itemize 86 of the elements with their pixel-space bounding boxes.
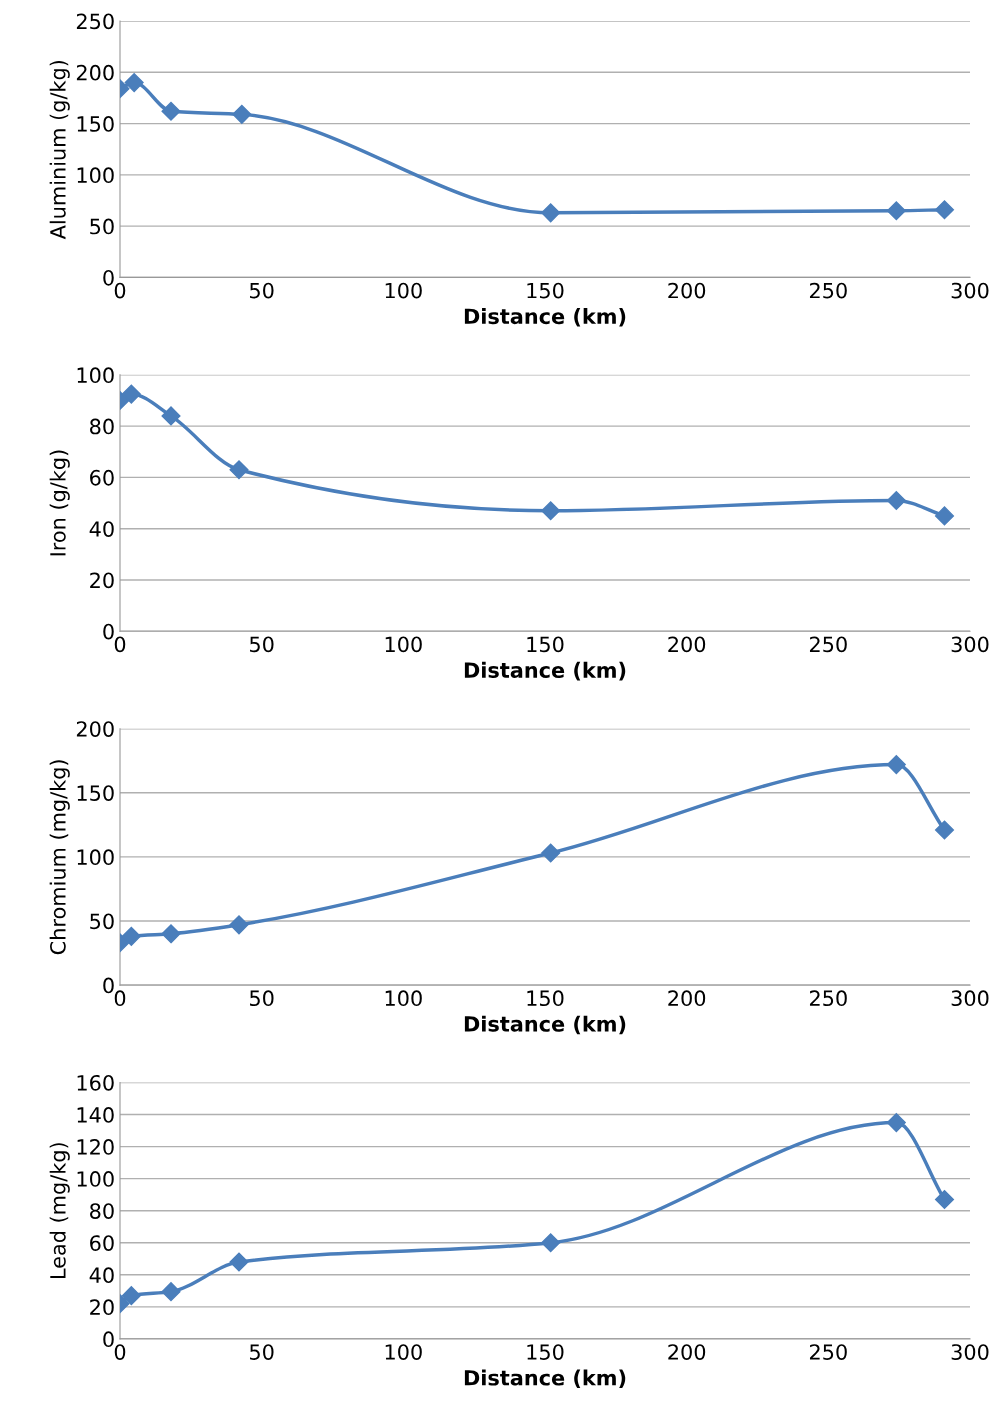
point xyxy=(121,1286,141,1306)
x-tick-label: 100 xyxy=(385,1344,422,1360)
y-tick-label: 80 xyxy=(90,1203,114,1219)
x-tick-label: 0 xyxy=(114,282,126,299)
y-tick-label: 150 xyxy=(77,785,114,801)
x-tick-label: 150 xyxy=(527,282,564,299)
point xyxy=(161,924,181,944)
x-tick-label: 150 xyxy=(527,990,564,1007)
point xyxy=(541,843,561,863)
x-tick-label: 150 xyxy=(527,1344,564,1360)
y-tick-label: 60 xyxy=(90,469,114,486)
point xyxy=(121,926,141,946)
point xyxy=(124,73,144,93)
y-axis-title: Chromium (mg/kg) xyxy=(49,760,70,955)
x-tick-label: 50 xyxy=(250,990,274,1007)
point xyxy=(229,460,249,480)
point xyxy=(886,1113,906,1133)
x-axis-title: Distance (km) xyxy=(464,1015,626,1035)
y-tick-label: 20 xyxy=(90,1299,114,1316)
y-tick-label: 120 xyxy=(77,1139,114,1155)
x-tick-label: 250 xyxy=(809,636,847,653)
x-tick-label: 0 xyxy=(114,990,126,1007)
point xyxy=(161,1282,181,1302)
point xyxy=(229,1252,249,1272)
y-tick-label: 0 xyxy=(103,623,114,640)
point xyxy=(934,200,955,220)
point xyxy=(232,104,252,124)
point xyxy=(161,101,181,121)
x-tick-label: 250 xyxy=(809,1344,847,1360)
point xyxy=(541,501,561,521)
point xyxy=(886,490,906,511)
y-tick-label: 140 xyxy=(77,1107,114,1123)
y-tick-label: 200 xyxy=(76,721,114,737)
y-tick-label: 100 xyxy=(77,1171,114,1187)
x-tick-label: 0 xyxy=(114,636,126,653)
y-tick-label: 0 xyxy=(103,977,114,994)
point xyxy=(934,1189,955,1210)
x-tick-label: 50 xyxy=(250,1344,274,1360)
x-tick-label: 300 xyxy=(951,1344,989,1360)
y-tick-label: 80 xyxy=(90,418,114,435)
x-tick-label: 100 xyxy=(385,636,422,653)
point xyxy=(541,203,561,223)
x-tick-label: 200 xyxy=(668,990,706,1007)
y-tick-label: 60 xyxy=(90,1235,114,1251)
point xyxy=(886,201,906,221)
point xyxy=(934,506,955,526)
y-tick-label: 20 xyxy=(90,572,114,589)
y-axis-title: Iron (g/kg) xyxy=(49,450,70,556)
x-tick-label: 0 xyxy=(114,1344,126,1360)
y-tick-label: 50 xyxy=(90,913,114,930)
x-tick-label: 300 xyxy=(951,282,989,299)
x-axis-title: Distance (km) xyxy=(464,308,626,327)
y-tick-label: 100 xyxy=(77,167,114,184)
x-tick-label: 300 xyxy=(951,636,989,653)
x-tick-label: 300 xyxy=(951,990,989,1007)
y-axis-title: Lead (mg/kg) xyxy=(49,1143,70,1279)
point xyxy=(229,915,249,935)
y-tick-label: 150 xyxy=(77,116,114,132)
y-tick-label: 200 xyxy=(76,64,114,81)
x-tick-label: 50 xyxy=(250,282,274,299)
y-tick-label: 0 xyxy=(103,1331,114,1348)
point xyxy=(121,384,141,404)
x-tick-label: 50 xyxy=(250,636,274,653)
x-tick-label: 250 xyxy=(809,282,847,299)
x-tick-label: 200 xyxy=(668,636,706,653)
x-axis-title: Distance (km) xyxy=(464,1369,626,1389)
x-tick-label: 150 xyxy=(527,636,564,653)
point xyxy=(886,755,906,775)
y-tick-label: 40 xyxy=(89,1267,114,1284)
x-tick-label: 200 xyxy=(668,282,706,299)
x-tick-label: 250 xyxy=(809,990,847,1007)
y-tick-label: 100 xyxy=(77,367,114,384)
x-axis-title: Distance (km) xyxy=(464,661,626,681)
y-axis-title: Aluminium (g/kg) xyxy=(49,60,70,240)
x-tick-label: 100 xyxy=(385,282,422,299)
y-tick-label: 40 xyxy=(89,521,114,537)
y-tick-label: 0 xyxy=(103,269,114,286)
y-tick-label: 100 xyxy=(77,849,114,866)
point xyxy=(161,406,181,426)
y-tick-label: 250 xyxy=(76,13,114,30)
x-tick-label: 100 xyxy=(385,990,422,1007)
point xyxy=(541,1233,561,1253)
y-tick-label: 50 xyxy=(90,218,114,235)
x-tick-label: 200 xyxy=(668,1344,706,1360)
point xyxy=(934,820,955,840)
y-tick-label: 160 xyxy=(77,1074,114,1091)
